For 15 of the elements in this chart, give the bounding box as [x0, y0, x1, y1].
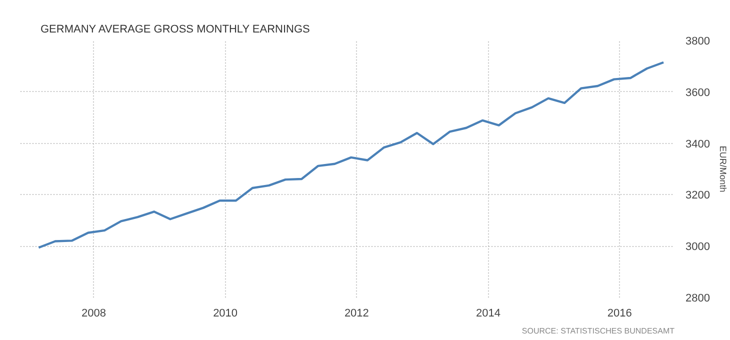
y2-tick-label: 3600: [686, 86, 710, 99]
y2-tick-label: 3800: [686, 36, 710, 48]
chart-title: GERMANY AVERAGE GROSS MONTHLY EARNINGS: [40, 24, 310, 36]
y2-tick-label: 3000: [686, 241, 710, 254]
line-series: [38, 61, 665, 249]
y2-axis-title: EUR/Month: [718, 146, 728, 192]
x-tick-label: 2012: [344, 308, 369, 320]
x-tick-label: 2010: [213, 308, 238, 320]
x-tick-label: 2014: [476, 308, 500, 320]
x-tick-label: 2016: [607, 308, 632, 320]
y2-tick-label: 2800: [686, 292, 710, 304]
y2-tick-label: 3200: [686, 190, 710, 202]
source-note: SOURCE: STATISTISCHES BUNDESAMT: [522, 326, 675, 336]
y2-tick-label: 3400: [686, 138, 710, 150]
x-tick-label: 2008: [82, 308, 106, 320]
